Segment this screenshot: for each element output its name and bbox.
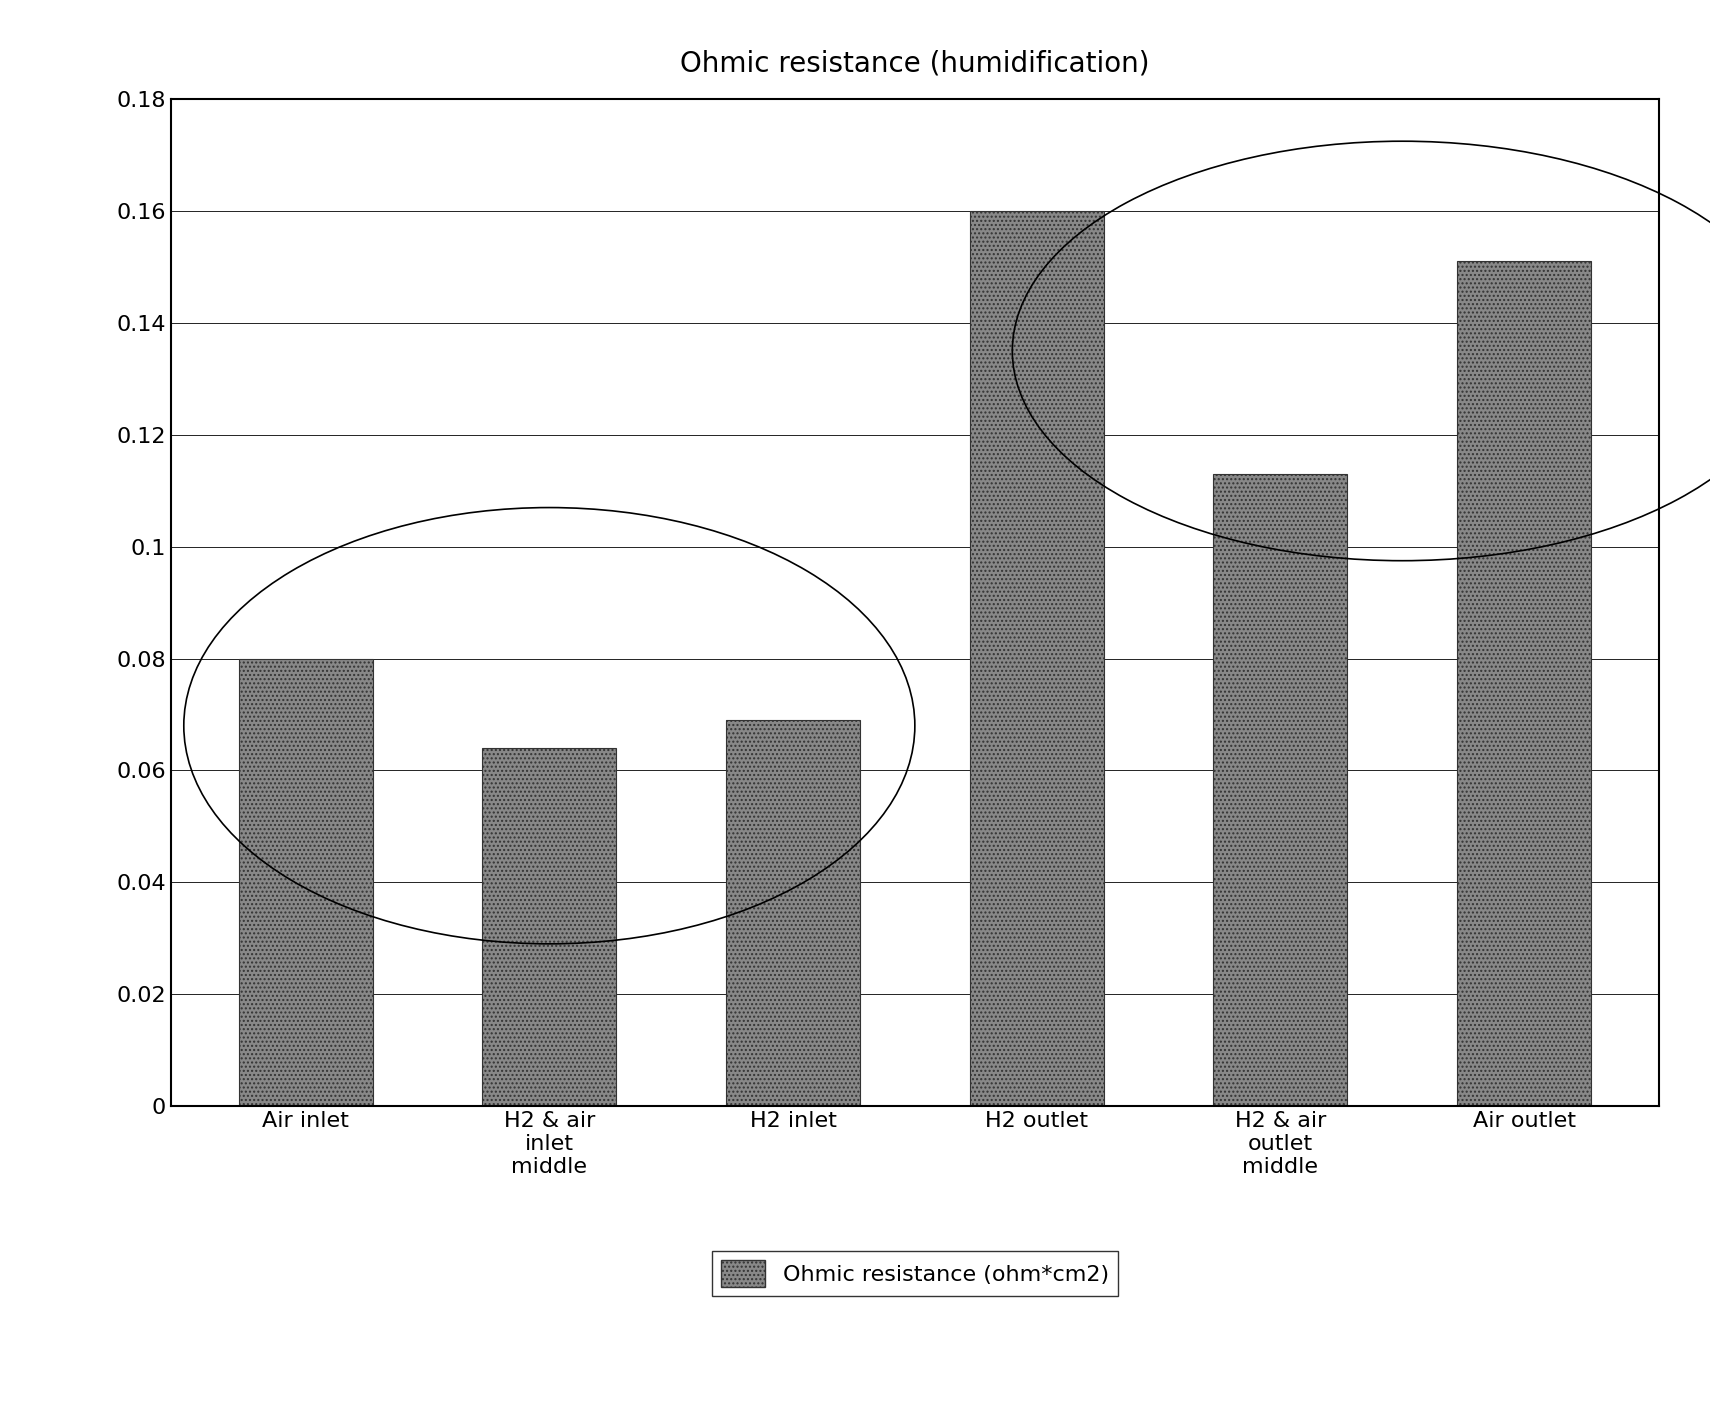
Bar xyxy=(239,658,373,1106)
Bar xyxy=(482,749,616,1106)
Bar xyxy=(1457,261,1590,1106)
Legend: Ohmic resistance (ohm*cm2): Ohmic resistance (ohm*cm2) xyxy=(711,1252,1118,1296)
Bar xyxy=(1214,474,1347,1106)
Title: Ohmic resistance (humidification): Ohmic resistance (humidification) xyxy=(681,50,1149,78)
Bar xyxy=(970,211,1103,1106)
Bar xyxy=(727,720,860,1106)
